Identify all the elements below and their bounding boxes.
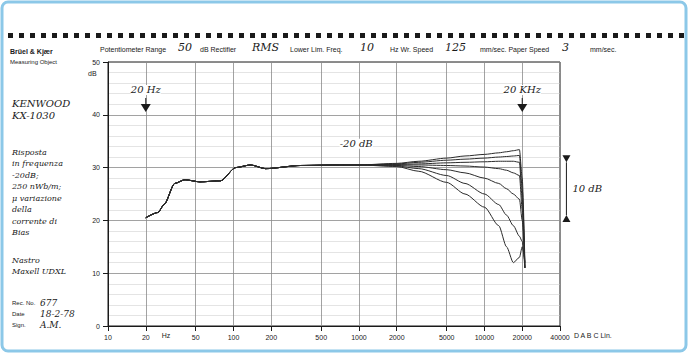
svg-text:10: 10 bbox=[92, 270, 100, 277]
svg-text:5000: 5000 bbox=[439, 334, 455, 341]
svg-text:40: 40 bbox=[92, 111, 100, 118]
svg-text:mm/sec. Paper Speed: mm/sec. Paper Speed bbox=[480, 46, 549, 54]
svg-text:RMS: RMS bbox=[251, 41, 280, 54]
svg-text:30: 30 bbox=[92, 164, 100, 171]
svg-text:Maxell UDXL: Maxell UDXL bbox=[11, 267, 66, 276]
svg-text:250 nWb/m;: 250 nWb/m; bbox=[11, 182, 62, 191]
svg-text:Lower Lim. Freq.: Lower Lim. Freq. bbox=[290, 46, 343, 54]
svg-text:50: 50 bbox=[92, 59, 100, 66]
svg-text:125: 125 bbox=[445, 41, 466, 54]
svg-text:18-2-78: 18-2-78 bbox=[40, 309, 75, 319]
svg-text:Potentiometer Range: Potentiometer Range bbox=[100, 46, 166, 54]
svg-text:10 dB: 10 dB bbox=[572, 183, 602, 194]
svg-text:677: 677 bbox=[40, 298, 57, 308]
svg-text:Sign.: Sign. bbox=[12, 322, 26, 328]
svg-text:20000: 20000 bbox=[512, 334, 532, 341]
svg-text:KENWOOD: KENWOOD bbox=[11, 98, 70, 109]
svg-text:20 Hz: 20 Hz bbox=[130, 84, 162, 95]
svg-text:Measuring Object: Measuring Object bbox=[10, 59, 57, 65]
svg-text:Brüel & Kjær: Brüel & Kjær bbox=[10, 48, 53, 56]
svg-text:10000: 10000 bbox=[475, 334, 495, 341]
svg-text:Risposta: Risposta bbox=[11, 148, 47, 157]
svg-text:D A B C Lin.: D A B C Lin. bbox=[574, 332, 612, 339]
svg-text:μ variazione: μ variazione bbox=[12, 194, 62, 203]
svg-text:-20dB;: -20dB; bbox=[12, 171, 39, 180]
svg-text:3: 3 bbox=[562, 41, 569, 54]
svg-text:A.M.: A.M. bbox=[39, 320, 62, 330]
svg-text:10: 10 bbox=[360, 41, 374, 54]
svg-text:dB: dB bbox=[88, 70, 97, 77]
svg-text:40000: 40000 bbox=[550, 334, 570, 341]
svg-text:corrente di: corrente di bbox=[12, 217, 57, 226]
svg-text:20: 20 bbox=[92, 217, 100, 224]
svg-text:mm/sec.: mm/sec. bbox=[590, 46, 617, 53]
svg-text:Bias: Bias bbox=[11, 228, 29, 237]
svg-text:Hz: Hz bbox=[162, 332, 171, 339]
svg-text:Hz Wr. Speed: Hz Wr. Speed bbox=[390, 46, 433, 54]
svg-text:0: 0 bbox=[96, 323, 100, 330]
svg-text:della: della bbox=[12, 205, 32, 214]
svg-text:20 KHz: 20 KHz bbox=[503, 84, 542, 95]
svg-text:Nastro: Nastro bbox=[11, 256, 40, 265]
svg-text:KX-1030: KX-1030 bbox=[11, 110, 56, 121]
svg-text:Date: Date bbox=[12, 311, 25, 317]
svg-text:200: 200 bbox=[265, 334, 277, 341]
svg-text:50: 50 bbox=[192, 334, 200, 341]
svg-text:-20 dB: -20 dB bbox=[340, 138, 373, 149]
svg-text:10: 10 bbox=[104, 334, 112, 341]
svg-text:20: 20 bbox=[142, 334, 150, 341]
svg-text:dB Rectifier: dB Rectifier bbox=[200, 46, 237, 53]
svg-text:2000: 2000 bbox=[389, 334, 405, 341]
svg-text:500: 500 bbox=[315, 334, 327, 341]
svg-text:100: 100 bbox=[228, 334, 240, 341]
svg-text:1000: 1000 bbox=[351, 334, 367, 341]
svg-text:Rec. No.: Rec. No. bbox=[12, 300, 36, 306]
svg-text:in frequenza: in frequenza bbox=[12, 159, 63, 168]
svg-text:50: 50 bbox=[178, 41, 192, 54]
